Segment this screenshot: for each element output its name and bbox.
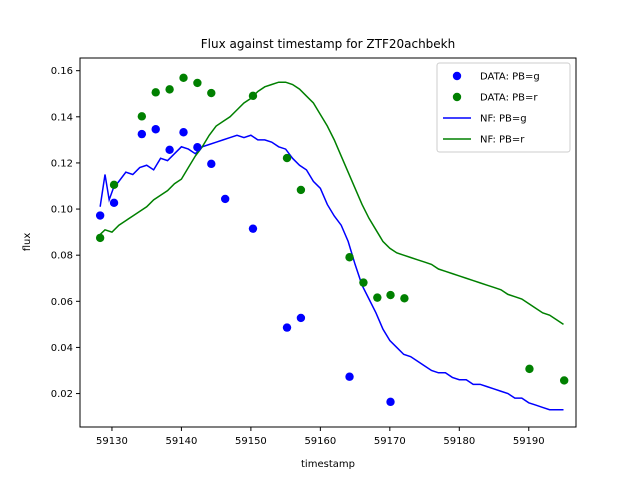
data-point-0-0 — [95, 211, 105, 220]
y-axis: 0.02 0.04 0.06 0.08 0.10 0.12 0.14 0.16 — [51, 66, 80, 400]
legend-label-3: NF: PB=r — [480, 135, 525, 146]
data-point-0-10 — [282, 323, 292, 332]
data-point-1-6 — [193, 78, 202, 88]
x-tick-label: 59180 — [443, 436, 475, 447]
data-point-0-6 — [193, 143, 202, 152]
data-point-1-9 — [282, 153, 292, 163]
data-point-1-17 — [559, 376, 569, 385]
data-point-1-13 — [373, 293, 382, 302]
data-point-1-15 — [400, 294, 409, 303]
chart-title: Flux against timestamp for ZTF20achbekh — [201, 37, 455, 51]
data-point-0-12 — [345, 372, 354, 381]
y-axis-label: flux — [22, 233, 33, 252]
series-line-3 — [99, 81, 564, 325]
x-tick-label: 59190 — [513, 436, 545, 447]
series-line-2 — [99, 134, 564, 411]
data-point-1-2 — [137, 112, 147, 121]
legend-label-1: DATA: PB=r — [480, 93, 538, 104]
y-tick-label: 0.04 — [51, 343, 73, 354]
data-point-1-10 — [296, 185, 306, 195]
data-point-1-14 — [386, 290, 395, 300]
y-tick-label: 0.12 — [51, 158, 73, 169]
y-tick-label: 0.02 — [51, 389, 73, 400]
x-tick-label: 59160 — [304, 436, 336, 447]
y-tick-label: 0.10 — [51, 205, 73, 216]
axes-frame — [79, 57, 577, 428]
y-tick-label: 0.14 — [51, 112, 73, 123]
legend-label-2: NF: PB=g — [480, 114, 527, 125]
data-point-1-16 — [525, 364, 534, 374]
x-tick-label: 59140 — [166, 436, 198, 447]
x-axis: 59130 59140 59150 59160 59170 59180 59190 — [96, 427, 545, 447]
y-tick-label: 0.08 — [51, 251, 73, 262]
data-point-0-3 — [151, 125, 160, 134]
data-point-1-7 — [207, 88, 216, 98]
legend-marker-1 — [452, 92, 462, 102]
legend: DATA: PB=g DATA: PB=r NF: PB=g NF: PB=r — [436, 62, 571, 153]
x-tick-label: 59150 — [235, 436, 267, 447]
data-point-0-11 — [296, 313, 306, 323]
plot-area — [95, 73, 569, 411]
data-point-1-8 — [248, 91, 258, 101]
data-point-1-4 — [165, 85, 174, 94]
data-point-0-4 — [165, 145, 174, 154]
data-point-0-7 — [207, 159, 216, 169]
data-point-1-1 — [109, 180, 119, 190]
data-point-1-3 — [151, 88, 160, 97]
data-point-1-5 — [179, 73, 188, 83]
legend-label-0: DATA: PB=g — [480, 72, 540, 83]
data-point-1-12 — [359, 278, 368, 287]
x-axis-label: timestamp — [301, 459, 355, 470]
data-point-0-9 — [248, 224, 258, 233]
x-tick-label: 59170 — [374, 436, 406, 447]
legend-marker-0 — [452, 71, 462, 81]
y-tick-label: 0.06 — [51, 297, 73, 308]
data-point-0-1 — [109, 198, 119, 208]
x-tick-label: 59130 — [96, 436, 128, 447]
legend-box — [436, 62, 571, 153]
data-point-0-13 — [386, 397, 395, 407]
data-point-1-0 — [95, 233, 105, 243]
data-point-1-11 — [345, 253, 354, 262]
y-tick-label: 0.16 — [51, 66, 73, 77]
data-point-0-2 — [137, 129, 147, 139]
data-point-0-8 — [220, 194, 230, 204]
data-point-0-5 — [179, 128, 188, 137]
